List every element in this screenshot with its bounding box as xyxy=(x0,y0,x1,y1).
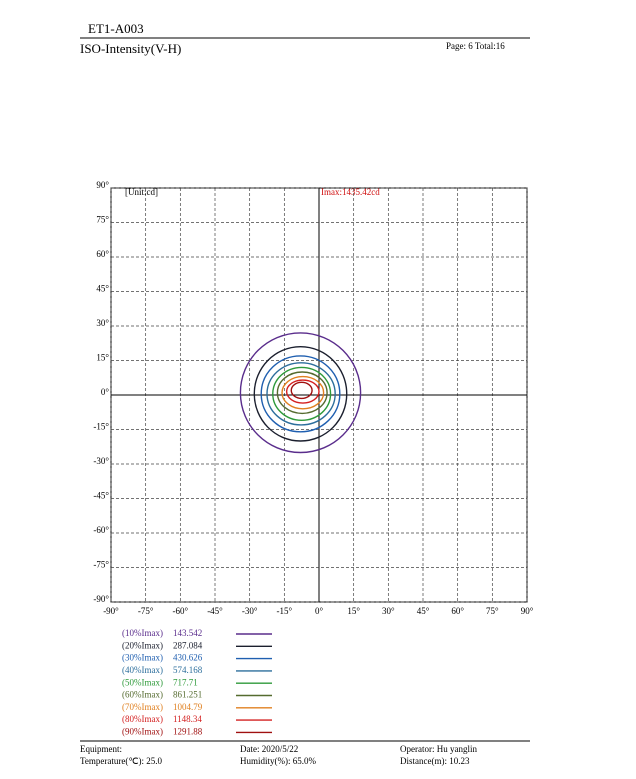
x-tick-label: -30° xyxy=(242,606,258,616)
y-tick-label: 60° xyxy=(96,249,109,259)
legend-value: 1291.88 xyxy=(173,726,203,736)
x-tick-label: 45° xyxy=(417,606,430,616)
temperature: Temperature(℃): 25.0 xyxy=(80,756,162,766)
date: Date: 2020/5/22 xyxy=(240,744,298,754)
legend-name: (60%Imax) xyxy=(122,690,163,700)
contour-line xyxy=(290,381,313,400)
unit-label: [Unit:cd] xyxy=(125,187,158,197)
y-tick-label: -45° xyxy=(93,491,109,501)
distance: Distance(m): 10.23 xyxy=(400,756,470,766)
x-tick-label: 60° xyxy=(451,606,464,616)
imax-annotation: Imax:1435.42cd xyxy=(321,187,380,197)
x-tick-label: 90° xyxy=(521,606,534,616)
y-tick-label: 45° xyxy=(96,284,109,294)
legend-name: (30%Imax) xyxy=(122,653,163,663)
x-tick-label: 0° xyxy=(315,606,324,616)
legend-name: (70%Imax) xyxy=(122,702,163,712)
x-tick-label: -60° xyxy=(173,606,189,616)
y-tick-label: 30° xyxy=(96,318,109,328)
y-tick-label: -60° xyxy=(93,525,109,535)
legend-value: 861.251 xyxy=(173,690,202,700)
x-tick-label: -75° xyxy=(138,606,154,616)
y-tick-label: 90° xyxy=(96,180,109,190)
page-number: Page: 6 Total:16 xyxy=(446,41,505,51)
legend-value: 1004.79 xyxy=(173,702,203,712)
legend-name: (80%Imax) xyxy=(122,714,163,724)
x-tick-label: 15° xyxy=(347,606,360,616)
y-tick-label: -90° xyxy=(93,594,109,604)
x-tick-label: -90° xyxy=(103,606,119,616)
legend-name: (10%Imax) xyxy=(122,628,163,638)
y-tick-label: 0° xyxy=(101,387,110,397)
contour-line xyxy=(276,371,328,415)
contour-line xyxy=(281,375,325,410)
x-tick-label: -45° xyxy=(207,606,223,616)
legend-value: 1148.34 xyxy=(173,714,202,724)
doc-subtitle: ISO-Intensity(V-H) xyxy=(80,41,181,56)
legend-name: (40%Imax) xyxy=(122,665,163,675)
equipment: Equipment: xyxy=(80,744,122,754)
y-tick-label: 15° xyxy=(96,353,109,363)
x-tick-label: 30° xyxy=(382,606,395,616)
doc-id: ET1-A003 xyxy=(88,21,144,36)
x-tick-label: 75° xyxy=(486,606,499,616)
legend-value: 574.168 xyxy=(173,665,203,675)
contour-line xyxy=(285,379,320,404)
contour-line xyxy=(272,366,332,422)
legend-name: (50%Imax) xyxy=(122,677,163,687)
legend-value: 143.542 xyxy=(173,628,202,638)
legend-name: (20%Imax) xyxy=(122,640,163,650)
legend-name: (90%Imax) xyxy=(122,726,163,736)
legend-value: 430.626 xyxy=(173,653,203,663)
x-tick-label: -15° xyxy=(277,606,293,616)
contour-line xyxy=(239,332,362,454)
contour-line xyxy=(266,362,336,426)
contour-line xyxy=(253,345,348,442)
y-tick-label: 75° xyxy=(96,215,109,225)
legend-value: 717.71 xyxy=(173,677,198,687)
y-tick-label: -30° xyxy=(93,456,109,466)
operator: Operator: Hu yanglin xyxy=(400,744,477,754)
y-tick-label: -75° xyxy=(93,560,109,570)
contour-line xyxy=(260,355,341,433)
y-tick-label: -15° xyxy=(93,422,109,432)
legend-value: 287.084 xyxy=(173,640,203,650)
humidity: Humidity(%): 65.0% xyxy=(240,756,316,766)
